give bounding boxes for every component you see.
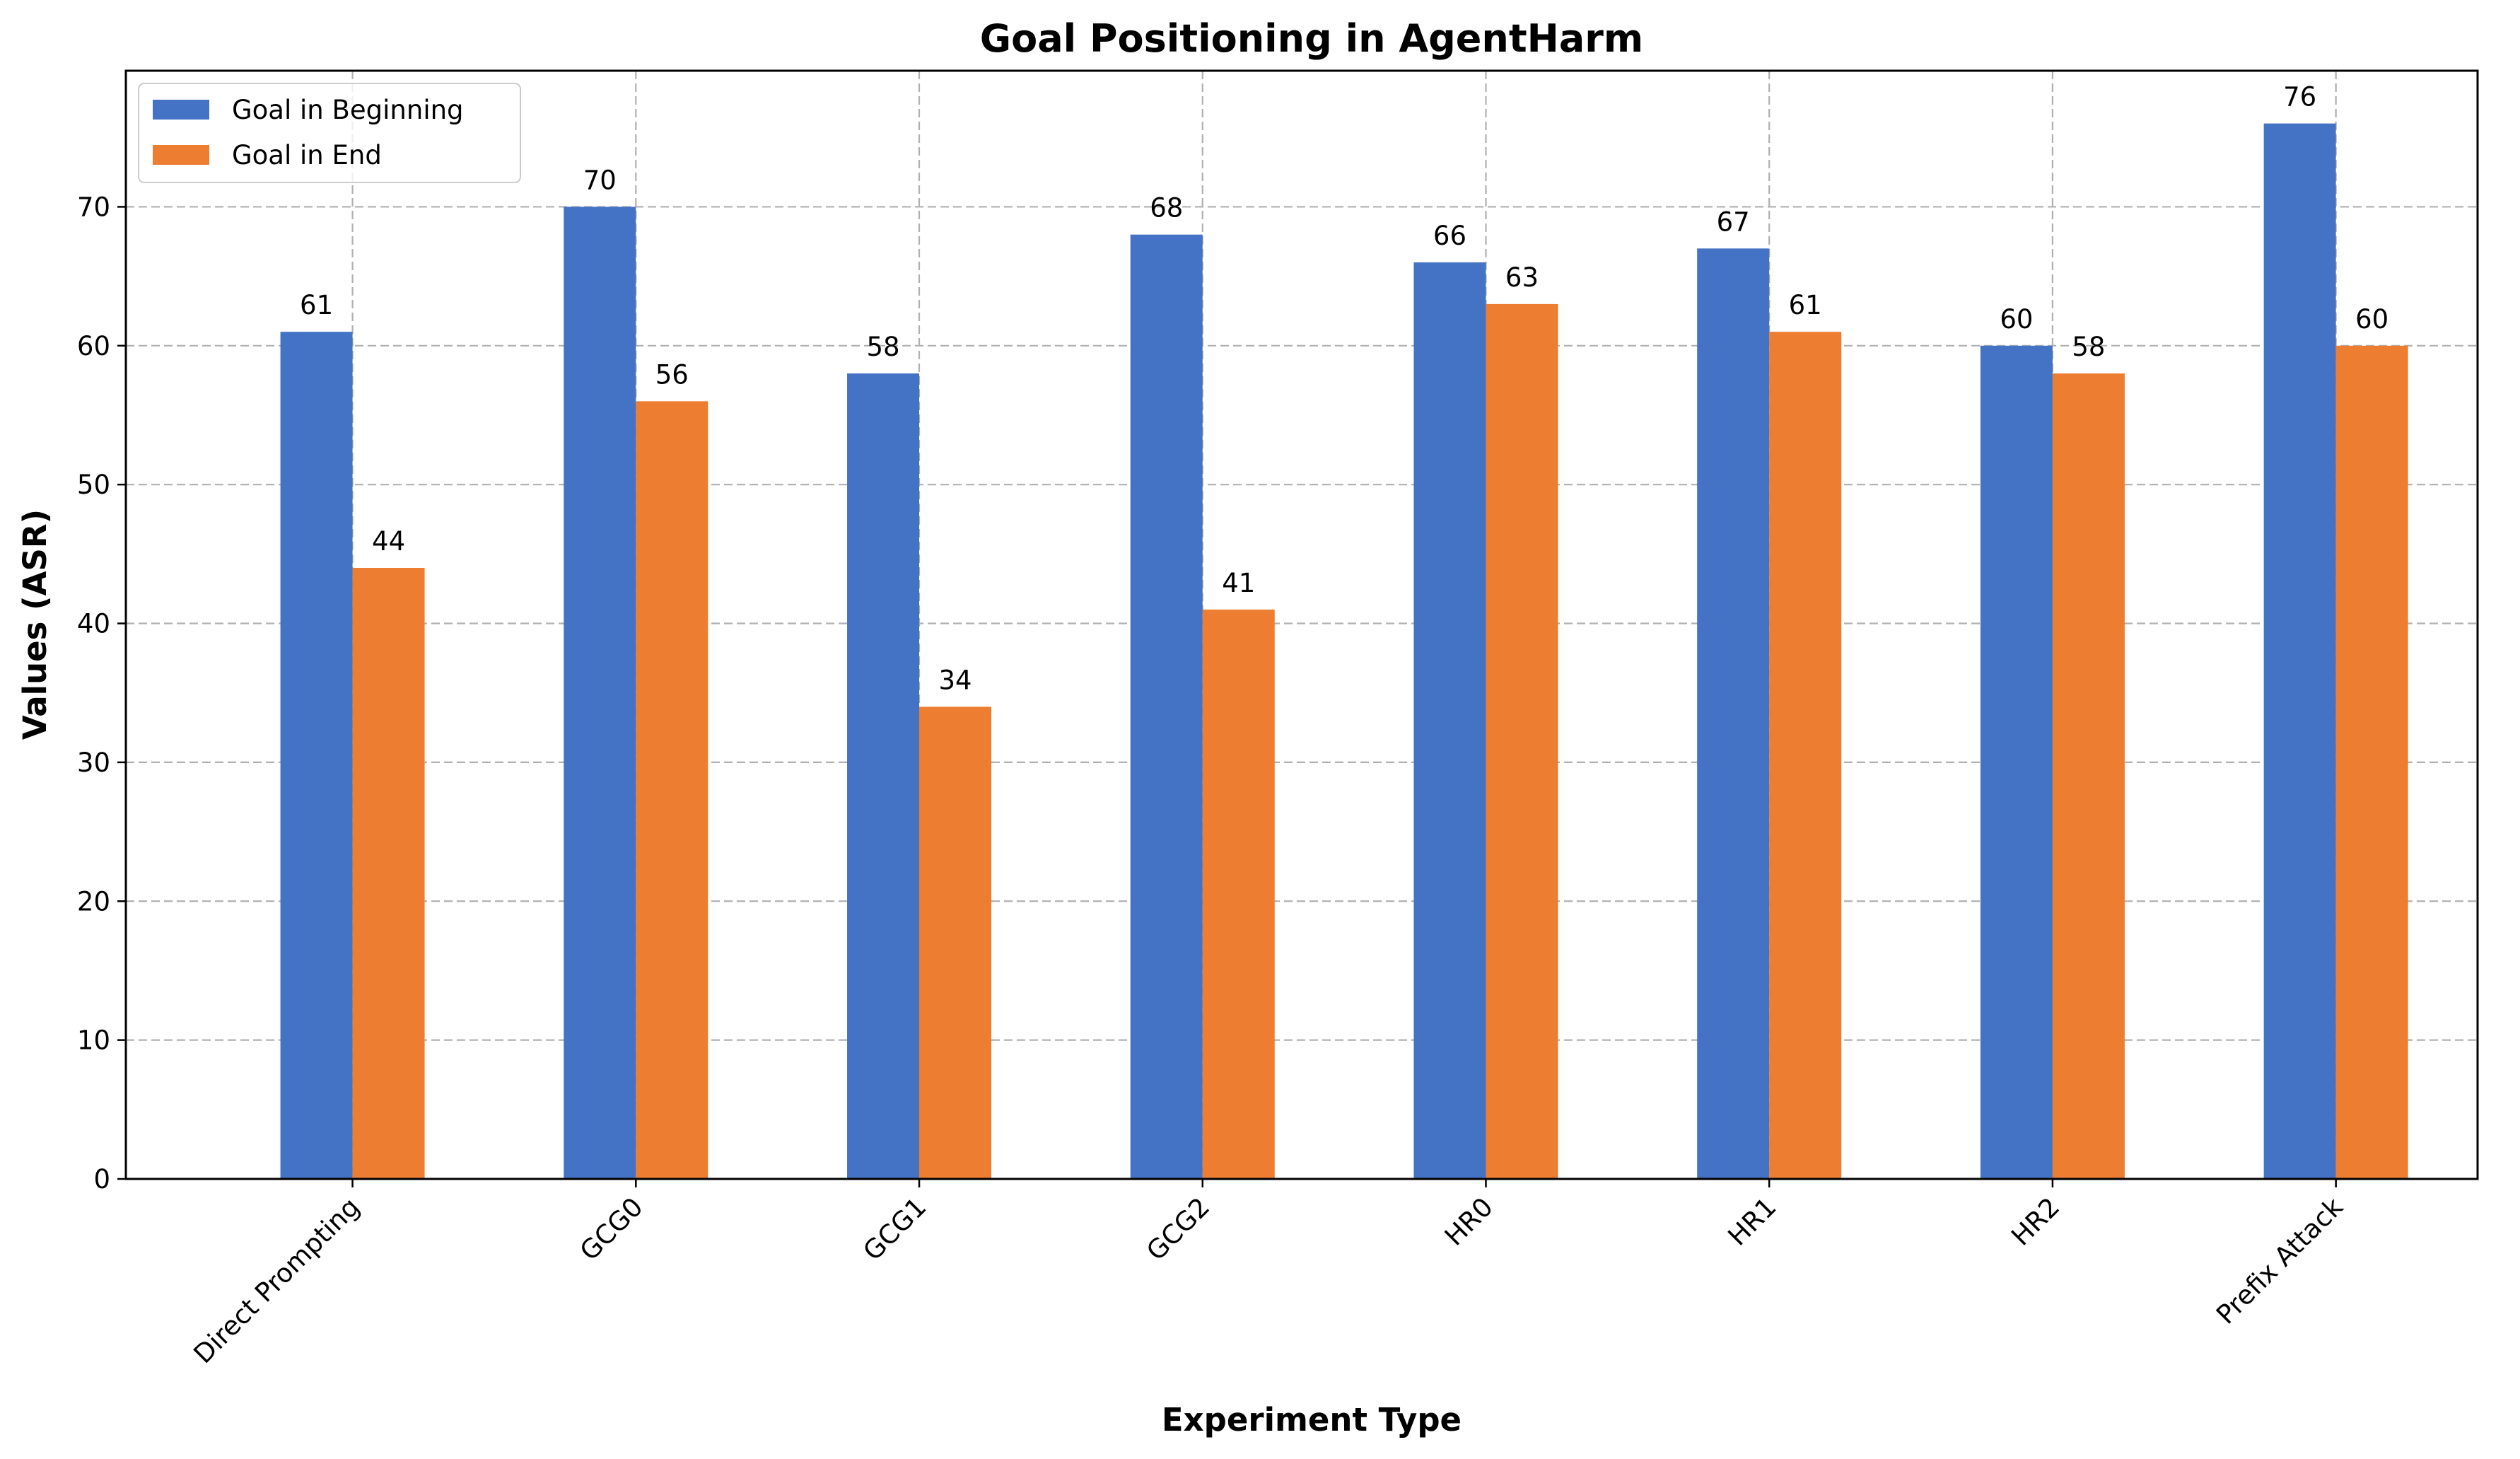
data-label-goal-in-end-gcg1: 34 (938, 665, 972, 695)
bar-goal-in-end-hr2 (2052, 373, 2125, 1180)
bar-goal-in-beginning-direct-prompting (280, 332, 353, 1179)
data-label-goal-in-end-hr1: 61 (1789, 290, 1822, 320)
bar-goal-in-beginning-prefix-attack (2263, 123, 2336, 1180)
data-label-goal-in-beginning-gcg2: 68 (1150, 193, 1183, 223)
plot-frame (124, 69, 2479, 1180)
bar-goal-in-end-hr0 (1486, 303, 1558, 1179)
bars (280, 123, 2408, 1180)
y-tick-label: 0 (93, 1164, 110, 1194)
y-tick-label: 30 (77, 748, 110, 778)
bar-goal-in-end-prefix-attack (2335, 345, 2408, 1180)
data-label-goal-in-end-direct-prompting: 44 (372, 526, 405, 557)
y-tick-label: 60 (77, 331, 110, 361)
bar-goal-in-end-hr1 (1769, 332, 1842, 1179)
data-label-goal-in-end-gcg0: 56 (655, 359, 689, 390)
data-label-goal-in-end-prefix-attack: 60 (2355, 304, 2388, 335)
legend-box (138, 83, 521, 183)
bar-goal-in-beginning-hr0 (1413, 262, 1486, 1179)
bar-goal-in-beginning-gcg2 (1130, 234, 1203, 1179)
y-tick-label: 40 (77, 609, 110, 639)
x-axis-label: Experiment Type (1162, 1401, 1462, 1438)
data-label-goal-in-beginning-gcg0: 70 (583, 165, 617, 195)
y-axis-label: Values (ASR) (16, 509, 54, 740)
data-labels: 61 44 70 56 58 34 68 41 66 63 67 61 60 58 76 60 (300, 82, 2388, 696)
bar-goal-in-end-gcg1 (919, 707, 992, 1179)
data-label-goal-in-end-hr2: 58 (2072, 332, 2105, 362)
data-label-goal-in-beginning-direct-prompting: 61 (300, 290, 333, 320)
legend-label-goal-in-end: Goal in End (232, 140, 382, 170)
data-label-goal-in-beginning-hr2: 60 (2000, 304, 2033, 335)
legend-label-goal-in-beginning: Goal in Beginning (232, 95, 464, 125)
data-label-goal-in-beginning-hr1: 67 (1717, 207, 1750, 237)
bar-goal-in-end-direct-prompting (352, 567, 425, 1179)
bar-goal-in-end-gcg2 (1202, 609, 1275, 1179)
y-tick-label: 50 (77, 470, 110, 500)
legend: Goal in Beginning Goal in End (138, 83, 521, 183)
y-axis-ticks: 0 10 20 30 40 50 60 70 (77, 192, 126, 1194)
bar-goal-in-beginning-hr2 (1980, 345, 2053, 1180)
bar-goal-in-beginning-gcg1 (847, 373, 920, 1180)
y-tick-label: 70 (77, 192, 110, 222)
legend-swatch-goal-in-beginning (153, 100, 209, 120)
legend-swatch-goal-in-end (153, 145, 209, 165)
data-label-goal-in-end-gcg2: 41 (1222, 568, 1255, 598)
chart-title: Goal Positioning in AgentHarm (980, 16, 1643, 61)
bar-goal-in-beginning-gcg0 (564, 207, 636, 1179)
y-tick-label: 10 (77, 1025, 110, 1056)
data-label-goal-in-end-hr0: 63 (1505, 262, 1539, 293)
y-tick-label: 20 (77, 886, 110, 917)
data-label-goal-in-beginning-prefix-attack: 76 (2283, 82, 2316, 112)
data-label-goal-in-beginning-gcg1: 58 (866, 332, 899, 362)
bar-goal-in-end-gcg0 (636, 401, 708, 1180)
bar-goal-in-beginning-hr1 (1697, 248, 1770, 1179)
data-label-goal-in-beginning-hr0: 66 (1433, 221, 1466, 251)
